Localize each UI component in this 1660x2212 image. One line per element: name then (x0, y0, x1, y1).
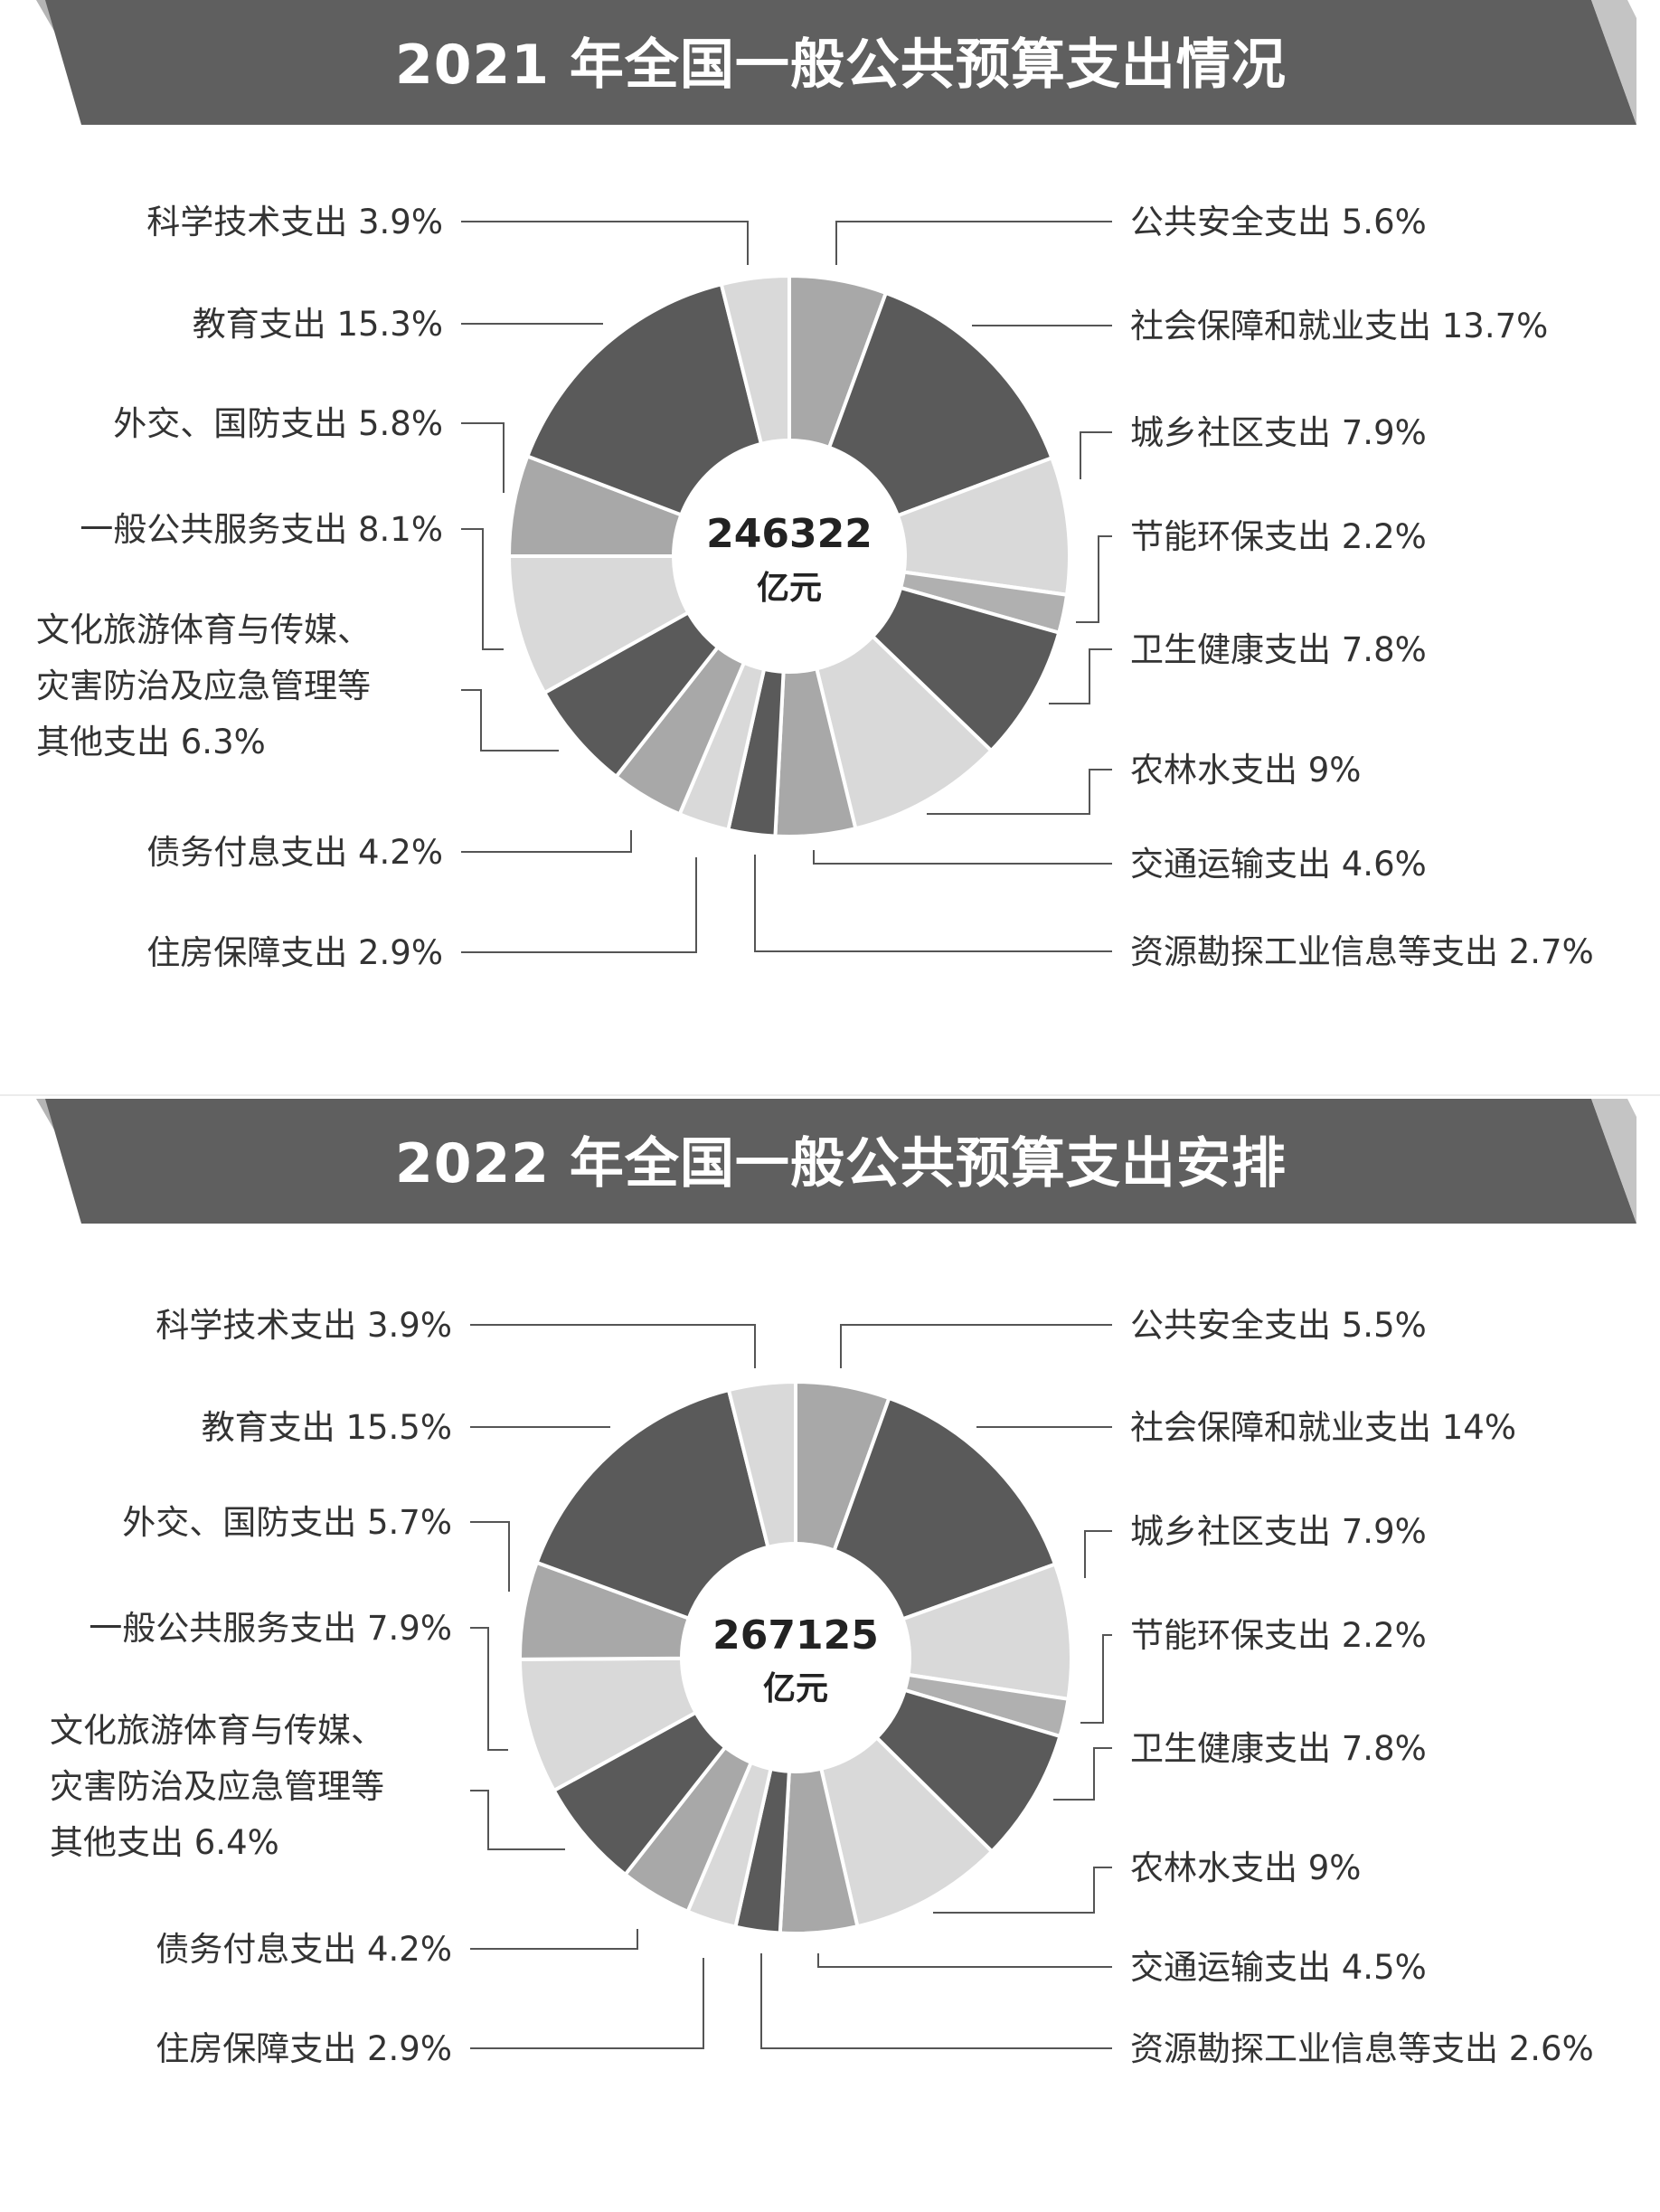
label-agriculture: 农林水支出 9% (1130, 751, 1361, 789)
label-housing: 住房保障支出 2.9% (156, 2029, 452, 2068)
label-debt: 债务付息支出 4.2% (146, 833, 443, 872)
label-social-security: 社会保障和就业支出 14% (1130, 1408, 1516, 1447)
label-general: 一般公共服务支出 7.9% (89, 1609, 452, 1648)
label-resources: 资源勘探工业信息等支出 2.7% (1130, 932, 1594, 971)
label-urban-rural: 城乡社区支出 7.9% (1130, 413, 1427, 452)
label-science: 科学技术支出 3.9% (146, 203, 443, 241)
label-culture: 文化旅游体育与传媒、灾害防治及应急管理等其他支出 6.3% (36, 610, 371, 761)
leader-line-resources (760, 1953, 1112, 2049)
chart-2022: 2022 年全国一般公共预算支出安排 267125 亿元 公共安全支出 5.5%… (36, 1099, 1636, 2068)
leader-line-urban-rural (1080, 431, 1112, 479)
donut-hole (680, 1542, 911, 1773)
label-housing: 住房保障支出 2.9% (146, 933, 443, 972)
leader-line-agriculture (927, 769, 1112, 815)
leader-line-housing (470, 1958, 704, 2049)
label-line: 文化旅游体育与传媒、 (36, 610, 371, 649)
label-social-security: 社会保障和就业支出 13.7% (1130, 307, 1548, 345)
leader-lines (470, 1324, 1112, 2049)
banner-right-accent (1591, 1099, 1636, 1224)
label-public-security: 公共安全支出 5.5% (1130, 1306, 1427, 1345)
leader-line-public-security (840, 1324, 1112, 1368)
label-urban-rural: 城乡社区支出 7.9% (1130, 1512, 1427, 1551)
leader-line-energy (1080, 1634, 1112, 1724)
label-transport: 交通运输支出 4.6% (1130, 845, 1427, 884)
chart-title: 2022 年全国一般公共预算支出安排 (395, 1132, 1287, 1196)
chart-2021: 2021 年全国一般公共预算支出情况 246322 亿元 公共安全支出 5.6%… (36, 0, 1636, 972)
label-education: 教育支出 15.3% (193, 305, 443, 344)
leader-line-general (470, 1627, 508, 1751)
chart-2022-panel: 2022 年全国一般公共预算支出安排 267125 亿元 公共安全支出 5.5%… (0, 1099, 1660, 2094)
label-line: 其他支出 6.4% (50, 1823, 279, 1862)
label-defense: 外交、国防支出 5.8% (113, 404, 443, 443)
banner-bar (45, 1099, 1636, 1224)
label-science: 科学技术支出 3.9% (156, 1306, 452, 1345)
leader-line-resources (754, 855, 1112, 952)
leader-line-culture (470, 1790, 565, 1850)
label-health: 卫生健康支出 7.8% (1130, 630, 1427, 669)
slice-labels: 公共安全支出 5.6% 社会保障和就业支出 13.7% 城乡社区支出 7.9% … (36, 203, 1594, 972)
leader-line-defense (461, 422, 505, 493)
leader-line-science (470, 1324, 756, 1368)
leader-line-debt (461, 830, 632, 853)
leader-line-agriculture (933, 1867, 1112, 1914)
center-unit: 亿元 (757, 570, 822, 607)
leader-line-science (461, 221, 749, 265)
leader-line-transport (817, 1953, 1112, 1968)
label-education: 教育支出 15.5% (202, 1408, 452, 1447)
label-culture: 文化旅游体育与传媒、灾害防治及应急管理等其他支出 6.4% (50, 1711, 384, 1862)
leader-line-culture (461, 689, 559, 752)
label-line: 灾害防治及应急管理等 (50, 1767, 384, 1806)
label-line: 文化旅游体育与传媒、 (50, 1711, 384, 1750)
center-unit: 亿元 (763, 1670, 828, 1707)
banner: 2021 年全国一般公共预算支出情况 (36, 0, 1636, 125)
leader-line-health (1053, 1747, 1112, 1801)
label-energy: 节能环保支出 2.2% (1130, 517, 1427, 556)
label-line: 灾害防治及应急管理等 (36, 666, 371, 705)
leader-line-debt (470, 1929, 638, 1950)
donut-hole (672, 439, 907, 674)
leader-lines (461, 221, 1112, 953)
chart-title: 2021 年全国一般公共预算支出情况 (395, 33, 1287, 97)
leader-line-public-security (835, 221, 1112, 265)
leader-line-housing (461, 857, 697, 953)
label-general: 一般公共服务支出 8.1% (80, 510, 443, 549)
label-line: 其他支出 6.3% (36, 723, 266, 761)
slice-labels: 公共安全支出 5.5% 社会保障和就业支出 14% 城乡社区支出 7.9% 节能… (50, 1306, 1594, 2068)
label-health: 卫生健康支出 7.8% (1130, 1729, 1427, 1768)
panel-divider (0, 1094, 1660, 1096)
leader-line-health (1049, 648, 1112, 704)
label-debt: 债务付息支出 4.2% (156, 1930, 452, 1969)
leader-line-transport (813, 850, 1112, 865)
chart-2021-panel: 2021 年全国一般公共预算支出情况 246322 亿元 公共安全支出 5.6%… (0, 0, 1660, 1049)
leader-line-urban-rural (1084, 1530, 1112, 1578)
label-agriculture: 农林水支出 9% (1130, 1848, 1361, 1887)
banner: 2022 年全国一般公共预算支出安排 (36, 1099, 1636, 1224)
center-total: 246322 (706, 511, 872, 557)
banner-right-accent (1591, 0, 1636, 125)
label-transport: 交通运输支出 4.5% (1130, 1948, 1427, 1987)
banner-bar (45, 0, 1636, 125)
leader-line-defense (470, 1521, 510, 1592)
leader-line-energy (1076, 535, 1112, 623)
label-public-security: 公共安全支出 5.6% (1130, 203, 1427, 241)
label-defense: 外交、国防支出 5.7% (122, 1503, 452, 1542)
label-energy: 节能环保支出 2.2% (1130, 1616, 1427, 1655)
leader-line-general (461, 528, 504, 650)
label-resources: 资源勘探工业信息等支出 2.6% (1130, 2029, 1594, 2068)
center-total: 267125 (712, 1612, 879, 1659)
